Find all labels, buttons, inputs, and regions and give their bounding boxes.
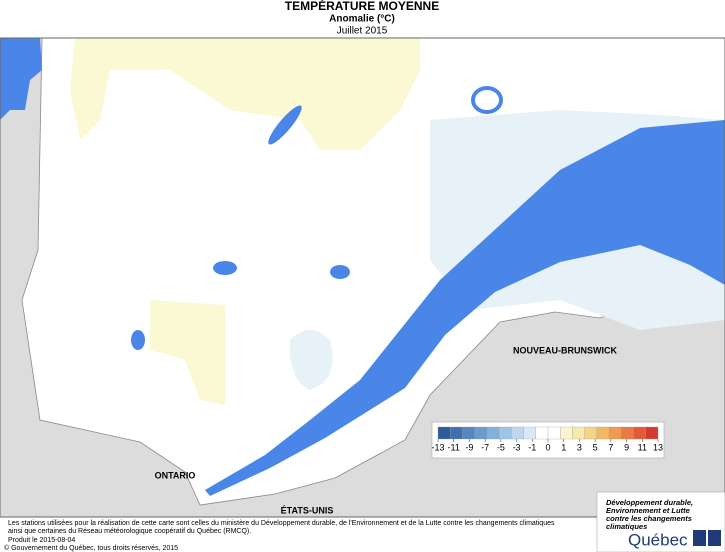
legend-swatch xyxy=(535,426,549,440)
date: Juillet 2015 xyxy=(337,26,388,37)
warm-anomaly xyxy=(70,38,420,150)
legend-tick-label: 3 xyxy=(577,442,582,452)
logo-text: Développement durable, xyxy=(606,498,693,507)
legend-tick-label: -11 xyxy=(448,442,460,452)
legend-swatch xyxy=(498,426,512,440)
footer-note: Les stations utilisées pour la réalisati… xyxy=(8,520,555,527)
warm-anomaly xyxy=(150,300,225,405)
legend-tick-label: 13 xyxy=(653,442,663,452)
legend-swatch xyxy=(633,426,646,440)
lake xyxy=(213,261,237,275)
legend-tick-label: -13 xyxy=(431,442,444,452)
lake xyxy=(330,265,350,279)
legend-swatch xyxy=(523,426,536,440)
legend-swatch xyxy=(645,426,659,440)
legend-tick-label: -1 xyxy=(528,442,536,452)
region-label: NOUVEAU-BRUNSWICK xyxy=(513,345,617,355)
legend-tick-label: 7 xyxy=(608,442,613,452)
region-label: ÉTATS-UNIS xyxy=(281,505,334,515)
legend-swatch xyxy=(462,426,475,440)
legend-swatch xyxy=(584,426,598,440)
legend-swatch xyxy=(596,426,610,440)
legend-tick-label: 1 xyxy=(561,442,566,452)
logo-text: Environnement et Lutte xyxy=(606,506,690,515)
logo-text: contre les changements xyxy=(606,514,692,523)
legend-tick-label: -5 xyxy=(497,442,505,452)
legend-tick-label: -9 xyxy=(465,442,473,452)
logo-flag xyxy=(708,530,721,546)
legend-swatch xyxy=(572,426,585,440)
legend-swatch xyxy=(547,426,561,440)
map-frame xyxy=(0,37,725,518)
legend-swatch xyxy=(450,426,463,440)
legend-tick-label: -3 xyxy=(513,442,521,452)
legend-tick-label: 5 xyxy=(593,442,598,452)
logo-name: Québec xyxy=(628,530,688,549)
cool-anomaly xyxy=(289,330,333,390)
water xyxy=(0,38,42,120)
footer-produced: Produit le 2015-08-04 xyxy=(8,537,75,544)
water xyxy=(205,120,725,496)
legend-swatch xyxy=(511,426,524,440)
region-label: ONTARIO xyxy=(155,470,196,480)
legend-swatch xyxy=(560,426,573,440)
legend-swatch xyxy=(486,426,500,440)
legend-tick-label: 0 xyxy=(545,442,550,452)
legend-swatch xyxy=(437,426,451,440)
legend-tick-label: 11 xyxy=(638,442,647,452)
legend-swatch xyxy=(474,426,488,440)
footer-copyright: © Gouvernement du Québec, tous droits ré… xyxy=(4,544,178,552)
footer-note: ainsi que certaines du Réseau météorolog… xyxy=(8,528,251,535)
legend-tick-label: -7 xyxy=(481,442,489,452)
legend-tick-label: 9 xyxy=(624,442,629,452)
map xyxy=(0,37,725,518)
lake xyxy=(131,330,145,350)
logo: Développement durable, Environnement et … xyxy=(596,491,725,552)
legend-swatch xyxy=(608,426,622,440)
legend-swatch xyxy=(621,426,634,440)
logo-flag xyxy=(693,530,706,546)
title: TEMPÉRATURE MOYENNE xyxy=(285,0,439,13)
lake xyxy=(471,86,503,114)
lake xyxy=(268,105,302,145)
legend: -13 -11 -9 -7 -5 -3 -1 0 1 3 5 7 9 11 13 xyxy=(431,421,665,459)
subtitle: Anomalie (°C) xyxy=(329,14,395,25)
logo-text: climatiques xyxy=(606,522,647,531)
